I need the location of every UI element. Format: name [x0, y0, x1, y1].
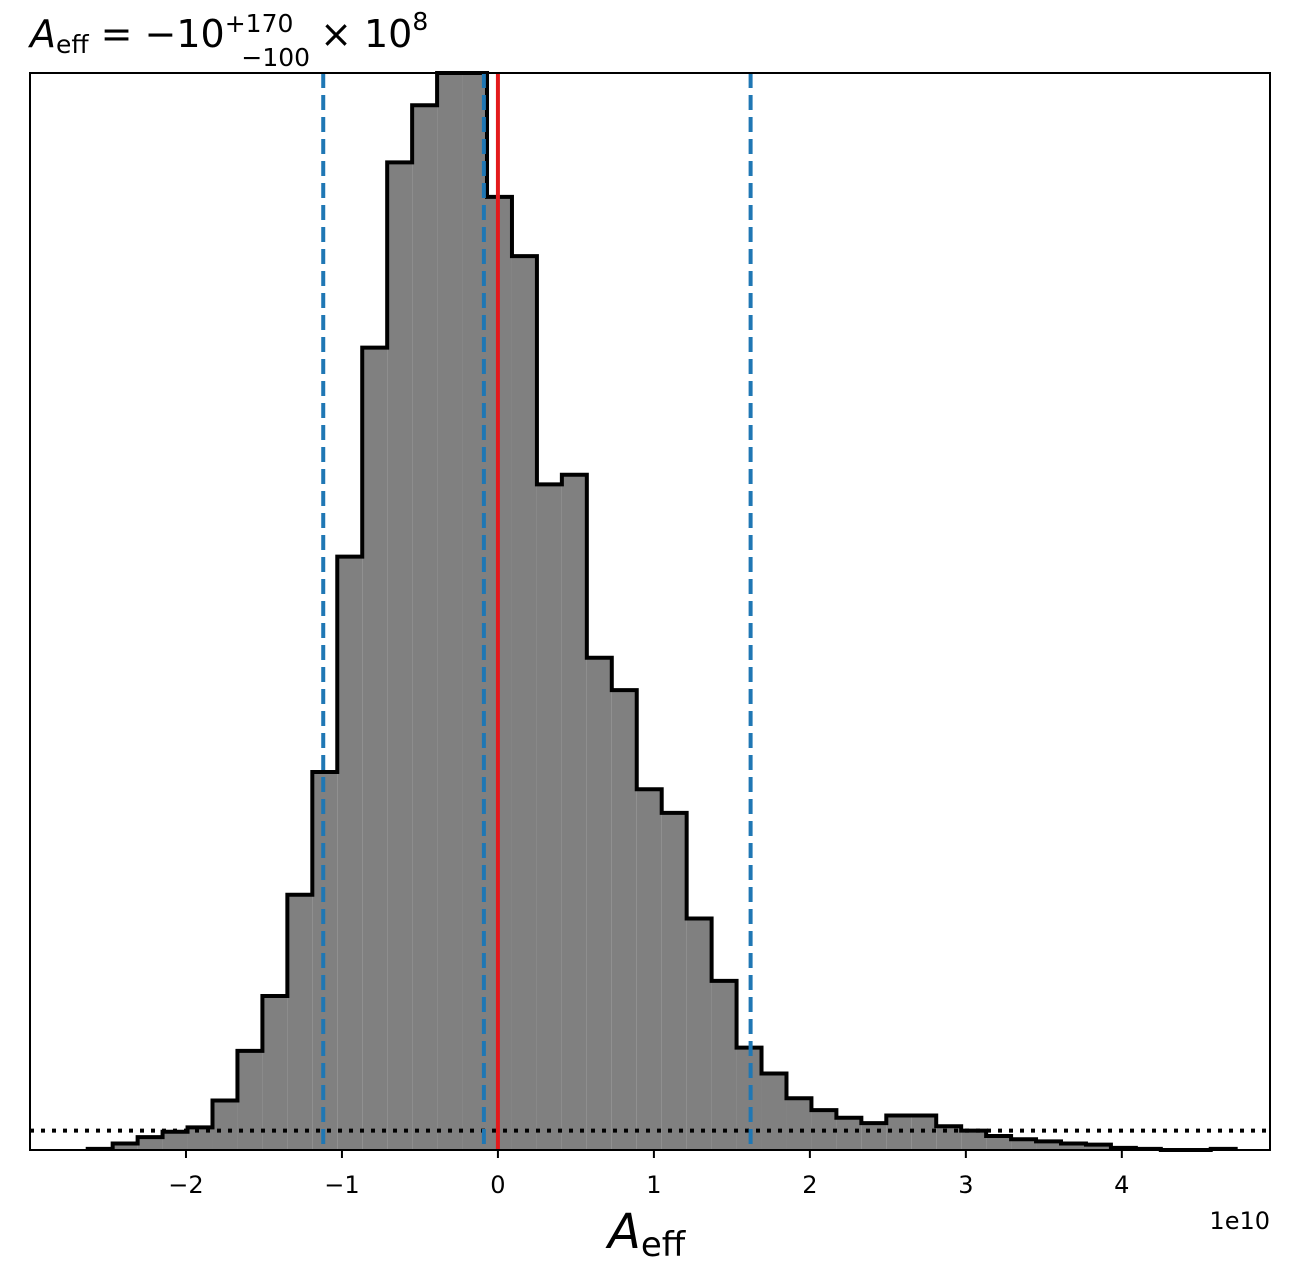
histogram-bar — [861, 1123, 887, 1150]
histogram-bar — [511, 256, 537, 1151]
histogram-bar — [911, 1115, 937, 1150]
histogram-bar — [137, 1137, 163, 1150]
histogram-bar — [711, 980, 737, 1150]
histogram-bar — [1060, 1143, 1086, 1150]
x-axis-label: Aeff — [605, 1204, 687, 1265]
title-sup: +170 — [225, 9, 294, 38]
x-tick-label: −2 — [168, 1171, 203, 1199]
histogram-bar — [611, 690, 637, 1150]
histogram-bar — [1011, 1139, 1037, 1150]
histogram-bar — [586, 657, 612, 1150]
x-tick-label: 0 — [490, 1171, 505, 1199]
histogram-bar — [636, 789, 662, 1150]
histogram-bar — [661, 812, 687, 1150]
histogram-bar — [337, 556, 363, 1150]
axes-frame — [29, 72, 1271, 1151]
x-tick-label: 1 — [646, 1171, 661, 1199]
histogram-bar — [287, 894, 313, 1150]
histogram-bar — [961, 1130, 987, 1150]
histogram-bar — [836, 1117, 862, 1150]
histogram-outline — [85, 71, 1238, 1152]
x-tick-label: −1 — [324, 1171, 359, 1199]
histogram-bar — [187, 1127, 213, 1150]
histogram-bar — [761, 1073, 787, 1150]
histogram-bar — [686, 918, 712, 1150]
histogram-bar — [1085, 1144, 1111, 1150]
chart-title: Aeff = −10+170 −100× 108 — [27, 7, 428, 72]
histogram-bar — [437, 73, 463, 1150]
histogram-bar — [212, 1100, 238, 1150]
x-tick-label: 4 — [1114, 1171, 1129, 1199]
histogram-bar — [112, 1143, 138, 1150]
x-axis-ticks: −2 −1 0 1 2 3 4 — [168, 1150, 1129, 1199]
x-tick-label: 3 — [958, 1171, 973, 1199]
histogram-bar — [536, 484, 562, 1150]
histogram-bars — [85, 71, 1238, 1152]
histogram-bar — [412, 105, 438, 1150]
x-tick-label: 2 — [802, 1171, 817, 1199]
histogram-bar — [986, 1135, 1012, 1150]
histogram-bar — [561, 474, 587, 1150]
reference-lines — [30, 73, 1270, 1150]
histogram-bar — [162, 1131, 188, 1150]
histogram-bar — [786, 1098, 812, 1150]
histogram-bar — [387, 162, 413, 1151]
histogram-bar — [1036, 1141, 1061, 1150]
histogram-bar — [237, 1050, 263, 1150]
histogram-bar — [886, 1115, 912, 1150]
histogram-bar — [262, 995, 288, 1150]
x-axis-offset-label: 1e10 — [1209, 1207, 1270, 1235]
histogram-bar — [362, 347, 388, 1150]
title-sub: −100 — [241, 43, 310, 72]
